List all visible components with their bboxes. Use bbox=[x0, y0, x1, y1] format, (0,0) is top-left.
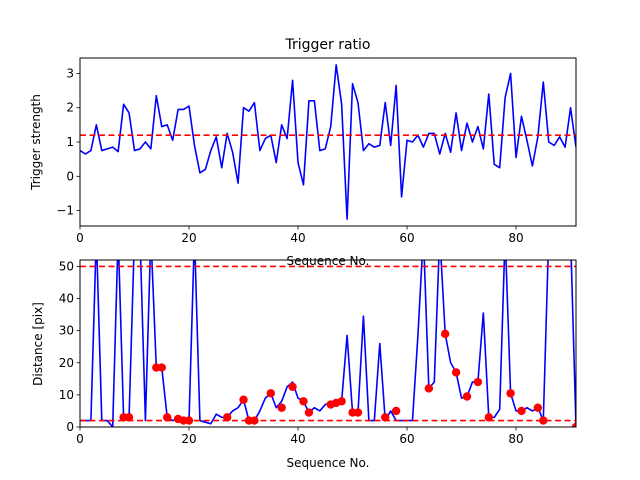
data-point-marker bbox=[266, 389, 275, 398]
data-point-marker bbox=[462, 392, 472, 401]
x-tick-label: 60 bbox=[399, 432, 414, 446]
series-line bbox=[80, 64, 576, 220]
y-tick-label: 30 bbox=[59, 324, 74, 338]
data-point-marker bbox=[157, 363, 166, 372]
data-point-marker bbox=[239, 395, 248, 404]
x-tick-label: 40 bbox=[290, 231, 305, 245]
plot-marks bbox=[80, 64, 576, 220]
y-tick-label: 50 bbox=[59, 259, 74, 273]
x-axis-label: Sequence No. bbox=[287, 254, 370, 268]
plot-area bbox=[80, 64, 576, 220]
x-tick-label: 20 bbox=[181, 231, 196, 245]
data-point-marker bbox=[440, 329, 450, 339]
y-axis-label: Trigger strength bbox=[29, 94, 43, 191]
data-point-marker bbox=[222, 413, 232, 422]
data-point-marker bbox=[391, 406, 401, 416]
x-tick-label: 80 bbox=[508, 432, 523, 446]
data-point-marker bbox=[533, 403, 543, 412]
data-point-marker bbox=[451, 368, 461, 377]
y-axis-label: Distance [pix] bbox=[31, 302, 45, 386]
data-point-marker bbox=[250, 416, 259, 425]
x-tick-label: 20 bbox=[181, 432, 196, 446]
x-tick-label: 0 bbox=[76, 231, 84, 245]
data-point-marker bbox=[124, 413, 134, 422]
data-point-marker bbox=[277, 403, 286, 412]
y-tick-label: 10 bbox=[59, 388, 74, 402]
plot-area bbox=[80, 260, 576, 427]
data-point-marker bbox=[184, 416, 194, 425]
data-point-marker bbox=[353, 408, 363, 417]
data-point-marker bbox=[299, 397, 308, 406]
data-point-marker bbox=[539, 416, 548, 425]
x-tick-label: 80 bbox=[508, 231, 523, 245]
plot-marks bbox=[80, 260, 576, 427]
data-point-marker bbox=[304, 408, 314, 417]
y-tick-label: 40 bbox=[59, 292, 74, 306]
data-point-marker bbox=[337, 397, 346, 406]
y-tick-label: −1 bbox=[56, 204, 74, 218]
data-point-marker bbox=[571, 422, 576, 427]
y-tick-label: 1 bbox=[66, 135, 74, 149]
axes: 0 20 40 60 80 0 10 20 30 40 50 bbox=[59, 259, 577, 446]
x-tick-label: 60 bbox=[399, 231, 414, 245]
x-tick-label: 40 bbox=[290, 432, 305, 446]
data-point-marker bbox=[517, 406, 526, 416]
x-axis-label: Sequence No. bbox=[287, 456, 370, 470]
y-tick-label: 20 bbox=[59, 356, 74, 370]
data-point-marker bbox=[484, 413, 493, 422]
data-point-marker bbox=[424, 384, 434, 393]
y-tick-label: 0 bbox=[66, 420, 74, 434]
data-point-marker bbox=[288, 382, 297, 392]
x-tick-label: 0 bbox=[76, 432, 84, 446]
distance-chart: 0 20 40 60 80 0 10 20 30 40 50 Sequence No. Distan… bbox=[31, 259, 577, 470]
y-tick-label: 2 bbox=[66, 101, 74, 115]
data-point-marker bbox=[473, 377, 483, 387]
data-point-marker bbox=[381, 413, 390, 422]
y-tick-label: 0 bbox=[66, 169, 74, 183]
chart-title: Trigger ratio bbox=[284, 37, 370, 53]
data-point-marker bbox=[506, 389, 515, 398]
y-tick-label: 3 bbox=[66, 66, 74, 80]
axes-frame bbox=[79, 259, 577, 428]
data-point-marker bbox=[163, 413, 172, 422]
